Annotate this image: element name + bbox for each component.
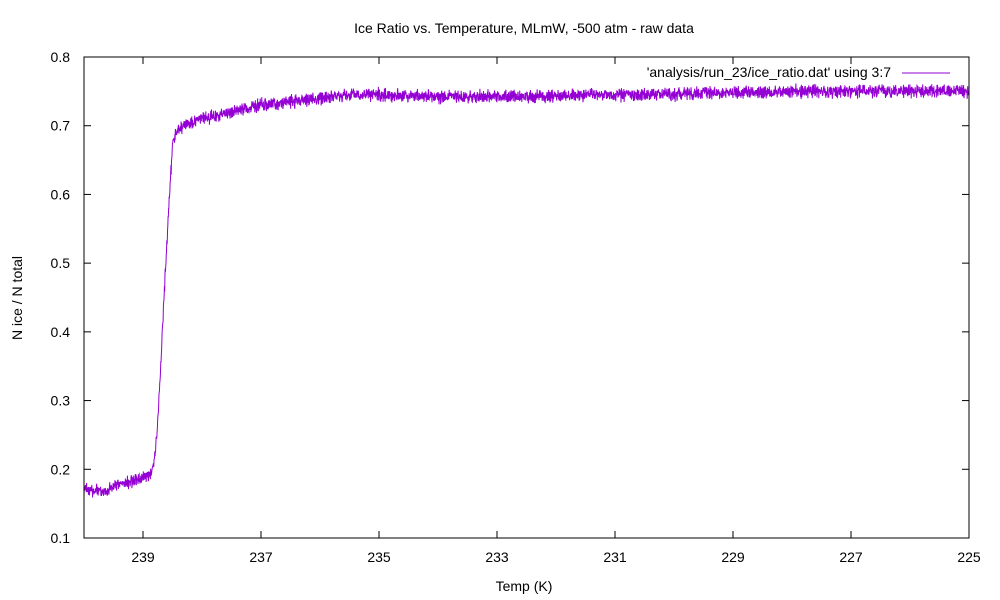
axis-ticks xyxy=(84,56,970,539)
series-line xyxy=(84,83,969,498)
y-tick-label: 0.7 xyxy=(51,118,71,134)
x-tick-label: 235 xyxy=(367,549,391,565)
y-tick-label: 0.4 xyxy=(51,324,71,340)
chart-title: Ice Ratio vs. Temperature, MLmW, -500 at… xyxy=(354,20,694,36)
y-axis-label: N ice / N total xyxy=(9,256,25,340)
y-tick-label: 0.1 xyxy=(51,530,71,546)
legend: 'analysis/run_23/ice_ratio.dat' using 3:… xyxy=(647,64,950,80)
y-tick-label: 0.6 xyxy=(51,186,71,202)
x-tick-label: 239 xyxy=(131,549,155,565)
plot-border xyxy=(83,56,970,539)
y-tick-label: 0.5 xyxy=(51,255,71,271)
axis-tick-labels: 239 237 235 233 231 229 227 225 0.1 0.2 0.3 0.4 0.5 0… xyxy=(51,49,981,565)
y-tick-label: 0.8 xyxy=(51,49,71,65)
y-tick-label: 0.2 xyxy=(51,461,71,477)
x-tick-label: 237 xyxy=(249,549,273,565)
x-tick-label: 229 xyxy=(721,549,745,565)
x-tick-label: 233 xyxy=(485,549,509,565)
x-tick-label: 227 xyxy=(839,549,863,565)
x-axis-label: Temp (K) xyxy=(496,578,553,594)
y-tick-label: 0.3 xyxy=(51,393,71,409)
x-tick-label: 225 xyxy=(957,549,981,565)
legend-label: 'analysis/run_23/ice_ratio.dat' using 3:… xyxy=(647,64,891,80)
x-tick-label: 231 xyxy=(603,549,627,565)
plot-data xyxy=(84,83,969,498)
